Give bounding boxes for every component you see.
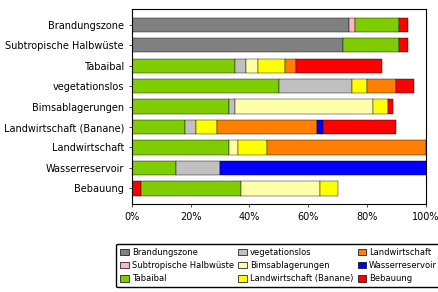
Bar <box>184 120 196 134</box>
Bar <box>196 120 216 134</box>
Bar <box>131 161 175 175</box>
Bar <box>228 99 234 114</box>
Bar <box>343 38 399 52</box>
Bar <box>366 79 396 93</box>
Bar <box>296 58 381 73</box>
Bar <box>319 181 337 196</box>
Bar <box>131 18 349 32</box>
Bar <box>131 79 278 93</box>
Bar <box>131 58 234 73</box>
Bar <box>240 181 319 196</box>
Bar <box>219 161 425 175</box>
Bar <box>351 79 366 93</box>
Legend: Brandungszone, Subtropische Halbwüste, Tabaibal, vegetationslos, Bimsablagerunge: Brandungszone, Subtropische Halbwüste, T… <box>116 244 438 287</box>
Bar <box>258 58 284 73</box>
Bar <box>354 18 399 32</box>
Bar <box>216 120 316 134</box>
Bar <box>284 58 296 73</box>
Bar <box>399 38 407 52</box>
Bar <box>234 99 372 114</box>
Bar <box>175 161 219 175</box>
Bar <box>237 140 266 155</box>
Bar <box>140 181 240 196</box>
Bar <box>131 99 228 114</box>
Bar <box>131 120 184 134</box>
Bar <box>228 140 237 155</box>
Bar <box>131 181 140 196</box>
Bar <box>234 58 246 73</box>
Bar <box>399 18 407 32</box>
Bar <box>266 140 425 155</box>
Bar <box>396 79 413 93</box>
Bar <box>387 99 392 114</box>
Bar <box>131 140 228 155</box>
Bar <box>322 120 396 134</box>
Bar <box>131 38 343 52</box>
Bar <box>246 58 258 73</box>
Bar <box>372 99 387 114</box>
Bar <box>316 120 322 134</box>
Bar <box>349 18 354 32</box>
Bar <box>278 79 351 93</box>
